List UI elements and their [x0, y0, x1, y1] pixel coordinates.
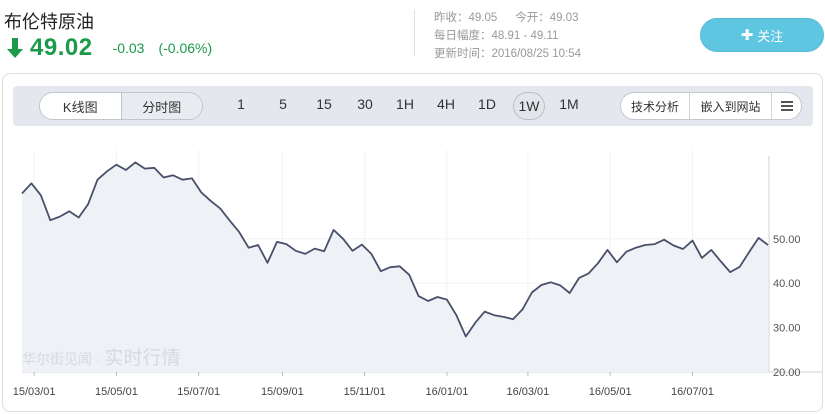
- follow-label: 关注: [757, 28, 784, 44]
- range-value: 48.91 - 49.11: [491, 30, 559, 42]
- tab-timeshare[interactable]: 分时图: [120, 93, 202, 119]
- y-tick-label: 50.00: [773, 234, 801, 246]
- x-tick-label: 15/11/01: [344, 386, 386, 398]
- chart-tools: 技术分析 嵌入到网站: [620, 92, 802, 120]
- stats-row-3: 更新时间：2016/08/25 10:54: [434, 45, 581, 63]
- prev-close-value: 49.05: [468, 12, 498, 24]
- updated-label: 更新时间：: [434, 48, 492, 60]
- stats-row-1: 昨收：49.05 今开：49.03: [434, 9, 581, 27]
- watermark: 华尔街见闻 · 实时行情: [22, 343, 180, 370]
- y-tick-label: 20.00: [773, 367, 801, 379]
- quote-header: 布伦特原油 49.02 -0.03 (-0.06%) 昨收：49.05 今开：49…: [0, 0, 825, 70]
- period-1m[interactable]: 1M: [559, 96, 579, 112]
- list-icon: [780, 101, 793, 111]
- tech-analysis-button[interactable]: 技术分析: [630, 99, 679, 114]
- price-change: -0.03: [112, 40, 145, 56]
- y-tick-label: 40.00: [773, 278, 801, 290]
- x-tick-label: 16/05/01: [589, 386, 632, 398]
- x-tick-label: 15/03/01: [13, 386, 56, 398]
- follow-button[interactable]: ✚ 关注: [700, 18, 824, 52]
- period-15[interactable]: 15: [316, 96, 332, 112]
- watermark-text: 实时行情: [104, 348, 181, 369]
- y-tick-label: 30.00: [773, 323, 801, 335]
- x-tick-label: 15/09/01: [261, 386, 304, 398]
- plus-icon: ✚: [740, 27, 754, 44]
- x-tick-label: 16/07/01: [671, 386, 714, 398]
- header-divider: [414, 10, 415, 56]
- price-line: [21, 161, 769, 338]
- x-tick-label: 16/03/01: [506, 386, 549, 398]
- updated-value: 2016/08/25 10:54: [491, 48, 582, 60]
- open-label: 今开：: [515, 12, 550, 24]
- period-1d[interactable]: 1D: [478, 96, 496, 112]
- chart-toolbar: K线图 分时图 1 5 15 30 1H 4H 1D 1W 1M 技术分析 嵌入…: [13, 86, 813, 126]
- prev-close-label: 昨收：: [434, 12, 469, 24]
- period-5[interactable]: 5: [279, 96, 287, 112]
- period-1[interactable]: 1: [237, 96, 245, 112]
- current-price: 49.02: [30, 34, 93, 61]
- arrow-down-icon: [7, 38, 23, 58]
- period-4h[interactable]: 4H: [437, 96, 455, 112]
- chart-type-switch: K线图 分时图: [39, 92, 203, 120]
- watermark-brand: 华尔街见闻: [22, 351, 92, 367]
- period-30[interactable]: 30: [357, 96, 373, 112]
- tab-kline[interactable]: K线图: [40, 93, 121, 119]
- x-tick-label: 15/05/01: [95, 386, 138, 398]
- price-change-percent: (-0.06%): [158, 40, 213, 56]
- period-1h[interactable]: 1H: [396, 96, 414, 112]
- x-tick-label: 16/01/01: [426, 386, 469, 398]
- range-label: 每日幅度：: [434, 30, 492, 42]
- instrument-title: 布伦特原油: [4, 12, 94, 32]
- stats-row-2: 每日幅度：48.91 - 49.11: [434, 27, 581, 45]
- embed-button[interactable]: 嵌入到网站: [689, 93, 771, 119]
- menu-button[interactable]: [771, 93, 801, 119]
- watermark-sep: ·: [92, 351, 105, 367]
- period-1w[interactable]: 1W: [513, 92, 545, 120]
- price-row: 49.02 -0.03 (-0.06%): [6, 34, 212, 62]
- x-axis-labels: 15/03/01 15/05/01 15/07/01 15/09/01 15/11/01…: [13, 386, 714, 398]
- open-value: 49.03: [549, 12, 579, 24]
- x-tick-label: 15/07/01: [177, 386, 220, 398]
- y-axis-labels: 20.00 30.00 40.00 50.00: [773, 234, 801, 379]
- quote-stats: 昨收：49.05 今开：49.03 每日幅度：48.91 - 49.11 更新时间…: [434, 9, 581, 63]
